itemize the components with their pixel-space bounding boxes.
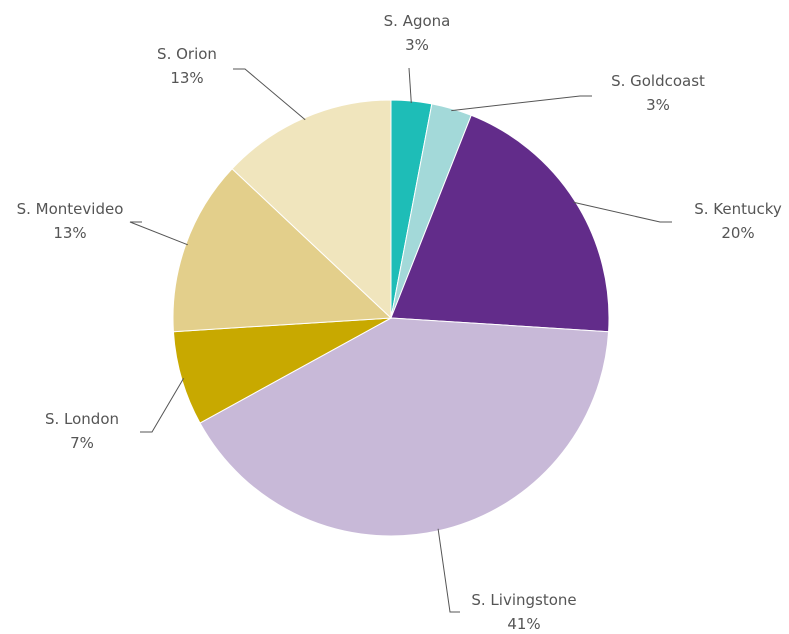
- leader-line: [451, 95, 592, 112]
- slice-label-name: S. Orion: [157, 45, 217, 63]
- label-s-kentucky: S. Kentucky 20%: [694, 200, 782, 242]
- label-s-orion: S. Orion 13%: [157, 45, 217, 87]
- label-s-livingstone: S. Livingstone 41%: [471, 591, 576, 633]
- label-s-london: S. London 7%: [45, 410, 119, 452]
- slice-label-percent: 20%: [721, 224, 754, 242]
- leader-line: [140, 378, 185, 433]
- slice-label-name: S. London: [45, 410, 119, 428]
- slice-label-percent: 3%: [405, 36, 429, 54]
- slice-label-name: S. Livingstone: [471, 591, 576, 609]
- label-s-agona: S. Agona 3%: [384, 12, 451, 54]
- slice-label-name: S. Kentucky: [694, 200, 782, 218]
- slice-label-percent: 3%: [646, 96, 670, 114]
- slice-label-percent: 13%: [170, 69, 203, 87]
- slice-label-name: S. Agona: [384, 12, 451, 30]
- leader-line: [573, 201, 672, 223]
- slices-layer: [172, 99, 610, 537]
- label-s-goldcoast: S. Goldcoast 3%: [611, 72, 705, 114]
- pie-slice-s-kentucky: [390, 114, 610, 333]
- leader-line: [437, 528, 460, 613]
- label-s-montevideo: S. Montevideo 13%: [17, 200, 124, 242]
- pie-slice-s-orion: [231, 99, 392, 320]
- slice-label-name: S. Montevideo: [17, 200, 124, 218]
- leader-line: [408, 67, 412, 104]
- slice-label-percent: 7%: [70, 434, 94, 452]
- slice-label-percent: 41%: [507, 615, 540, 633]
- leader-line: [129, 221, 188, 246]
- leader-lines-layer: [129, 67, 672, 613]
- leader-line: [233, 68, 306, 121]
- slice-label-name: S. Goldcoast: [611, 72, 705, 90]
- slice-label-percent: 13%: [53, 224, 86, 242]
